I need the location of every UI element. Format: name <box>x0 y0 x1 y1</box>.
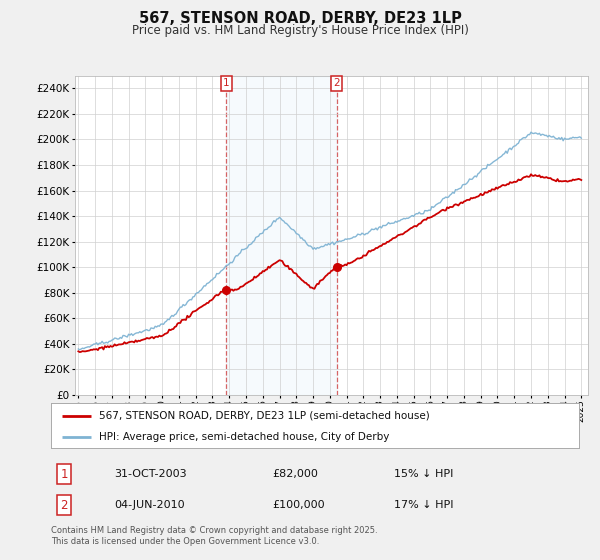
Text: 04-JUN-2010: 04-JUN-2010 <box>115 500 185 510</box>
Text: 17% ↓ HPI: 17% ↓ HPI <box>394 500 454 510</box>
Text: Contains HM Land Registry data © Crown copyright and database right 2025.
This d: Contains HM Land Registry data © Crown c… <box>51 526 377 546</box>
Text: Price paid vs. HM Land Registry's House Price Index (HPI): Price paid vs. HM Land Registry's House … <box>131 24 469 37</box>
Text: £82,000: £82,000 <box>273 469 319 479</box>
Text: HPI: Average price, semi-detached house, City of Derby: HPI: Average price, semi-detached house,… <box>98 432 389 442</box>
Text: 1: 1 <box>223 78 230 88</box>
Text: 2: 2 <box>61 498 68 512</box>
Text: £100,000: £100,000 <box>273 500 325 510</box>
Text: 2: 2 <box>334 78 340 88</box>
Text: 567, STENSON ROAD, DERBY, DE23 1LP (semi-detached house): 567, STENSON ROAD, DERBY, DE23 1LP (semi… <box>98 410 429 421</box>
Text: 567, STENSON ROAD, DERBY, DE23 1LP: 567, STENSON ROAD, DERBY, DE23 1LP <box>139 11 461 26</box>
Text: 31-OCT-2003: 31-OCT-2003 <box>115 469 187 479</box>
Text: 1: 1 <box>61 468 68 480</box>
Bar <box>226 76 337 395</box>
Text: 15% ↓ HPI: 15% ↓ HPI <box>394 469 454 479</box>
